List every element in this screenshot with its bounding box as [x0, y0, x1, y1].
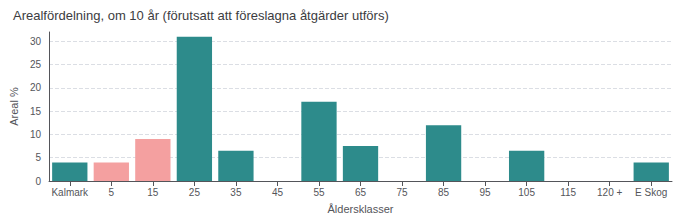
svg-text:85: 85 — [438, 187, 450, 198]
svg-text:105: 105 — [518, 187, 535, 198]
svg-text:Arealfördelning, om 10 år (för: Arealfördelning, om 10 år (förutsatt att… — [13, 8, 389, 23]
svg-text:65: 65 — [355, 187, 367, 198]
svg-text:0: 0 — [35, 176, 41, 187]
svg-text:120 +: 120 + — [597, 187, 622, 198]
svg-text:5: 5 — [109, 187, 115, 198]
svg-text:20: 20 — [30, 82, 42, 93]
svg-text:25: 25 — [30, 59, 42, 70]
svg-text:35: 35 — [230, 187, 242, 198]
svg-text:30: 30 — [30, 36, 42, 47]
svg-text:10: 10 — [30, 129, 42, 140]
svg-text:45: 45 — [272, 187, 284, 198]
svg-text:55: 55 — [313, 187, 325, 198]
svg-text:75: 75 — [396, 187, 408, 198]
svg-text:95: 95 — [480, 187, 492, 198]
svg-text:25: 25 — [189, 187, 201, 198]
svg-text:115: 115 — [560, 187, 576, 198]
svg-text:Åldersklasser: Åldersklasser — [327, 203, 393, 215]
svg-text:Areal %: Areal % — [8, 87, 20, 126]
svg-text:15: 15 — [147, 187, 159, 198]
svg-text:5: 5 — [35, 152, 41, 163]
svg-text:Kalmark: Kalmark — [51, 187, 89, 198]
svg-text:15: 15 — [30, 106, 42, 117]
svg-text:E Skog: E Skog — [635, 187, 667, 198]
